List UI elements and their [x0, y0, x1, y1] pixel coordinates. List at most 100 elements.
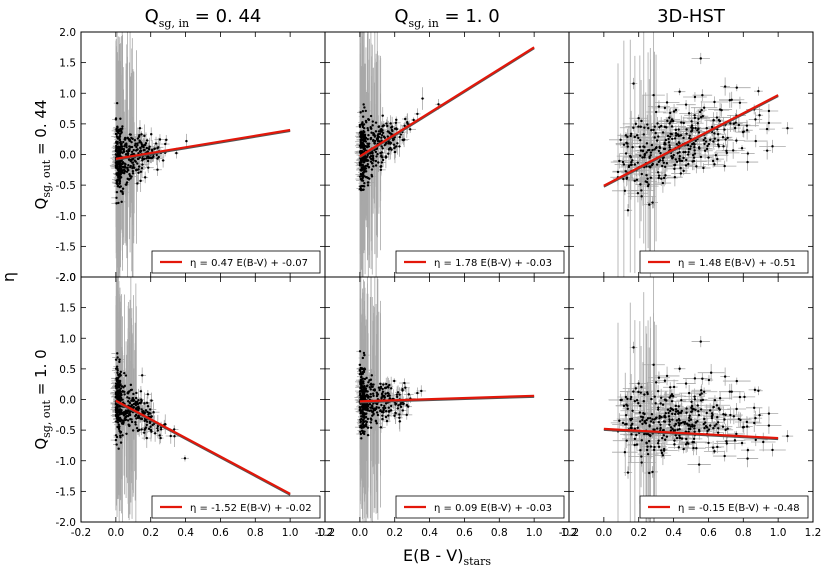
data-point	[635, 178, 639, 181]
data-point	[693, 152, 697, 155]
data-point	[678, 157, 681, 160]
data-point	[632, 82, 635, 85]
data-point	[361, 115, 365, 118]
data-point	[359, 138, 362, 142]
data-point	[725, 151, 729, 155]
data-point	[366, 142, 369, 145]
data-point	[115, 162, 118, 166]
data-point	[657, 135, 660, 138]
data-point	[370, 173, 373, 177]
data-point	[380, 136, 383, 139]
data-point	[138, 127, 142, 130]
data-point	[141, 159, 144, 162]
data-point	[371, 158, 374, 161]
data-point	[363, 157, 366, 161]
data-point	[121, 162, 124, 166]
data-point	[115, 365, 119, 368]
data-point	[369, 126, 373, 130]
data-point	[157, 155, 160, 159]
data-point	[716, 143, 720, 146]
data-point	[146, 155, 149, 158]
data-point	[684, 103, 688, 106]
data-point	[124, 166, 127, 169]
data-point	[369, 154, 373, 158]
data-point	[682, 121, 685, 125]
data-point	[116, 425, 119, 429]
data-point	[121, 171, 124, 174]
data-point	[139, 390, 143, 393]
data-point	[389, 122, 392, 125]
data-point	[384, 155, 388, 158]
data-point	[150, 399, 153, 402]
data-point	[123, 136, 127, 140]
data-point	[143, 143, 147, 147]
data-point	[689, 145, 692, 148]
data-point	[684, 150, 687, 154]
data-point	[140, 398, 143, 401]
data-point	[119, 176, 123, 179]
data-point	[138, 150, 142, 153]
data-point	[159, 428, 163, 431]
data-point	[361, 125, 365, 129]
data-point	[362, 135, 365, 138]
data-point	[137, 398, 140, 402]
data-point	[723, 164, 726, 168]
data-point	[369, 114, 373, 118]
data-point	[381, 131, 385, 135]
data-point	[754, 139, 757, 143]
y-tick-label: -1.5	[56, 241, 77, 253]
data-point	[379, 151, 382, 155]
data-point	[183, 457, 187, 460]
fit-line	[115, 128, 291, 160]
data-point	[118, 408, 122, 411]
data-point	[361, 138, 364, 141]
data-point	[673, 176, 677, 179]
data-point	[693, 116, 697, 120]
data-point	[717, 145, 721, 148]
data-point	[131, 172, 135, 175]
data-point	[662, 161, 666, 164]
fit-line	[359, 46, 535, 158]
data-point	[118, 410, 122, 414]
data-point	[685, 132, 688, 135]
data-point	[682, 156, 685, 160]
data-point	[121, 165, 124, 169]
data-point	[702, 166, 705, 170]
data-point	[121, 390, 124, 393]
data-point	[366, 126, 369, 130]
data-point	[691, 142, 694, 146]
data-point	[152, 155, 155, 158]
data-point	[767, 109, 771, 113]
data-point	[122, 386, 125, 389]
data-point	[364, 119, 368, 123]
data-point	[143, 412, 146, 415]
data-point	[625, 177, 628, 180]
data-point	[732, 122, 736, 125]
data-point	[666, 134, 670, 138]
data-point	[381, 147, 384, 150]
data-point	[687, 162, 690, 166]
data-point	[657, 174, 661, 177]
data-point	[645, 142, 649, 145]
data-point	[713, 137, 716, 140]
data-point	[745, 124, 749, 127]
data-point	[363, 168, 366, 172]
data-point	[690, 124, 694, 127]
data-point	[641, 156, 644, 159]
data-point	[758, 114, 761, 117]
data-point	[713, 132, 716, 135]
data-point	[684, 164, 688, 167]
data-point	[358, 125, 362, 128]
data-point	[364, 140, 367, 143]
data-point	[132, 148, 135, 152]
data-point	[360, 178, 363, 181]
data-point	[119, 387, 123, 390]
data-point	[394, 145, 397, 148]
data-point	[128, 424, 131, 428]
data-point	[382, 124, 385, 127]
panel-r0-c0: -2.0 -1.5 -1.0 -0.5 0.0 0.5 1.0 1.5 2.0 η = 0.47 …	[56, 27, 326, 284]
data-point	[376, 140, 380, 143]
data-point	[688, 136, 691, 140]
data-point	[682, 169, 685, 173]
data-point	[672, 110, 676, 113]
